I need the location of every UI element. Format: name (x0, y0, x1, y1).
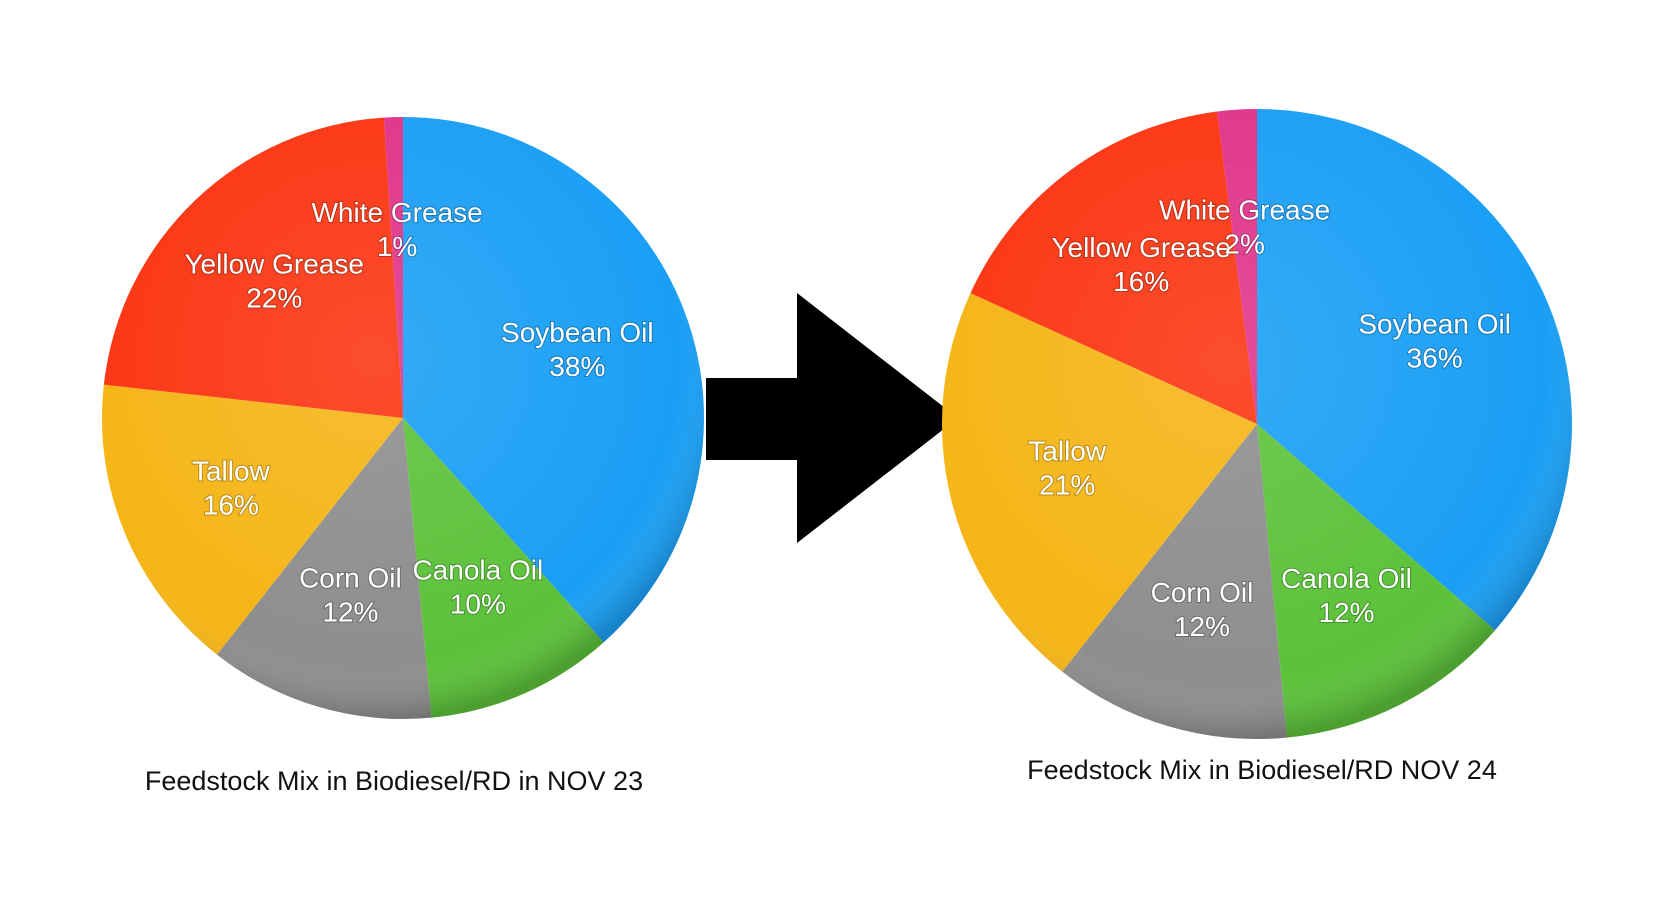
slice-value-label: 2% (1224, 228, 1264, 259)
slice-value-label: 21% (1039, 469, 1095, 500)
slice-value-label: 12% (1318, 597, 1374, 628)
slice-category: White Grease (1159, 194, 1330, 225)
slice-category: Canola Oil (412, 554, 543, 585)
slice-category: Tallow (1028, 435, 1107, 466)
slice-category: White Grease (311, 197, 482, 228)
arrow (706, 293, 958, 543)
chart-title: Feedstock Mix in Biodiesel/RD in NOV 23 (145, 766, 643, 796)
slice-value-label: 38% (549, 351, 605, 382)
slice-category: Canola Oil (1281, 563, 1412, 594)
slice-value-label: 16% (1113, 266, 1169, 297)
slice-value-label: 16% (203, 489, 259, 520)
arrow-shaft (706, 378, 801, 460)
slice-category: Yellow Grease (184, 248, 364, 279)
chart-title: Feedstock Mix in Biodiesel/RD NOV 24 (1027, 755, 1497, 785)
slice-value-label: 12% (322, 596, 378, 627)
slice-category: Soybean Oil (501, 317, 654, 348)
slice-category: Tallow (192, 455, 271, 486)
slice-category: Corn Oil (1151, 577, 1254, 608)
slice-value-label: 12% (1174, 611, 1230, 642)
slice-value-label: 22% (246, 282, 302, 313)
slice-value-label: 36% (1407, 342, 1463, 373)
slice-category: Soybean Oil (1358, 308, 1511, 339)
slice-value-label: 10% (450, 588, 506, 619)
slice-value-label: 1% (377, 231, 417, 262)
slice-category: Corn Oil (299, 562, 402, 593)
arrow-head (797, 293, 958, 543)
slice-category: Yellow Grease (1051, 232, 1231, 263)
